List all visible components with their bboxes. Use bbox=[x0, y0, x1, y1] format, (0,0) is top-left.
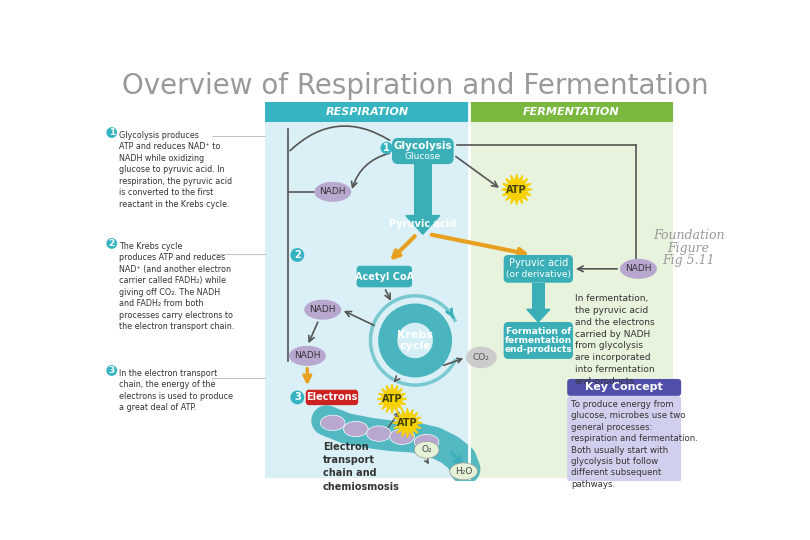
FancyBboxPatch shape bbox=[306, 390, 358, 405]
Ellipse shape bbox=[314, 182, 352, 202]
Ellipse shape bbox=[305, 300, 341, 320]
Ellipse shape bbox=[290, 390, 305, 404]
Text: ATP: ATP bbox=[397, 418, 418, 428]
Text: Electron
transport
chain and
chemiosmosis: Electron transport chain and chemiosmosi… bbox=[322, 442, 399, 492]
Ellipse shape bbox=[620, 259, 657, 279]
Text: Electrons: Electrons bbox=[306, 393, 358, 402]
Text: 3: 3 bbox=[109, 366, 115, 375]
FancyBboxPatch shape bbox=[469, 102, 673, 122]
Ellipse shape bbox=[415, 434, 439, 450]
Ellipse shape bbox=[106, 238, 117, 249]
FancyBboxPatch shape bbox=[392, 138, 454, 164]
Text: H₂O: H₂O bbox=[455, 467, 472, 476]
Ellipse shape bbox=[390, 429, 415, 444]
Ellipse shape bbox=[321, 415, 345, 430]
FancyBboxPatch shape bbox=[356, 266, 412, 287]
Ellipse shape bbox=[290, 248, 305, 262]
Text: Acetyl CoA: Acetyl CoA bbox=[355, 272, 414, 281]
Text: The Krebs cycle
produces ATP and reduces
NAD⁺ (and another electron
carrier call: The Krebs cycle produces ATP and reduces… bbox=[119, 242, 235, 331]
Text: O₂: O₂ bbox=[421, 446, 432, 454]
Text: RESPIRATION: RESPIRATION bbox=[326, 107, 408, 117]
Text: Overview of Respiration and Fermentation: Overview of Respiration and Fermentation bbox=[122, 72, 709, 100]
Text: Key Concept: Key Concept bbox=[586, 382, 663, 393]
Text: 3: 3 bbox=[294, 393, 301, 402]
Text: 2: 2 bbox=[294, 250, 301, 260]
Circle shape bbox=[378, 303, 452, 377]
FancyBboxPatch shape bbox=[504, 322, 573, 359]
Text: NADH: NADH bbox=[294, 352, 321, 360]
Text: CO₂: CO₂ bbox=[473, 353, 490, 362]
Ellipse shape bbox=[415, 441, 439, 458]
Text: Glycolysis: Glycolysis bbox=[394, 141, 452, 151]
Text: In the electron transport
chain, the energy of the
electrons is used to produce
: In the electron transport chain, the ene… bbox=[119, 369, 233, 413]
FancyBboxPatch shape bbox=[567, 379, 681, 396]
Ellipse shape bbox=[450, 463, 478, 480]
FancyBboxPatch shape bbox=[567, 396, 681, 482]
Text: Glucose: Glucose bbox=[405, 152, 441, 161]
FancyBboxPatch shape bbox=[265, 102, 469, 122]
FancyBboxPatch shape bbox=[414, 164, 433, 215]
Text: cycle: cycle bbox=[399, 341, 431, 351]
Text: fermentation: fermentation bbox=[505, 336, 572, 345]
Ellipse shape bbox=[106, 365, 117, 376]
Text: NADH: NADH bbox=[625, 265, 652, 273]
Text: Figure: Figure bbox=[667, 241, 710, 254]
Ellipse shape bbox=[289, 346, 326, 366]
Text: end-products: end-products bbox=[505, 345, 572, 354]
Polygon shape bbox=[377, 384, 407, 414]
Ellipse shape bbox=[466, 347, 497, 368]
FancyBboxPatch shape bbox=[469, 102, 673, 477]
Polygon shape bbox=[393, 408, 422, 437]
FancyBboxPatch shape bbox=[265, 102, 469, 477]
Polygon shape bbox=[526, 309, 550, 322]
Text: 1: 1 bbox=[383, 143, 390, 153]
Text: NADH: NADH bbox=[309, 305, 336, 314]
Text: Glycolysis produces
ATP and reduces NAD⁺ to
NADH while oxidizing
glucose to pyru: Glycolysis produces ATP and reduces NAD⁺… bbox=[119, 131, 232, 209]
Text: (or derivative): (or derivative) bbox=[505, 270, 571, 279]
Text: Foundation: Foundation bbox=[653, 230, 724, 242]
Text: Pyruvic acid: Pyruvic acid bbox=[509, 258, 568, 268]
Text: 2: 2 bbox=[109, 239, 115, 248]
Text: ATP: ATP bbox=[506, 185, 527, 194]
FancyBboxPatch shape bbox=[532, 283, 544, 309]
Text: Krebs: Krebs bbox=[397, 330, 433, 340]
Text: In fermentation,
the pyruvic acid
and the electrons
carried by NADH
from glycoly: In fermentation, the pyruvic acid and th… bbox=[575, 294, 654, 386]
Ellipse shape bbox=[367, 426, 391, 441]
Polygon shape bbox=[501, 174, 532, 205]
Circle shape bbox=[398, 323, 433, 358]
Text: Formation of: Formation of bbox=[505, 327, 571, 336]
Text: FERMENTATION: FERMENTATION bbox=[522, 107, 620, 117]
FancyBboxPatch shape bbox=[504, 255, 573, 283]
Text: 1: 1 bbox=[109, 128, 115, 137]
Ellipse shape bbox=[381, 142, 393, 154]
Text: NADH: NADH bbox=[319, 187, 346, 197]
Text: Pyruvic acid: Pyruvic acid bbox=[389, 219, 457, 229]
Polygon shape bbox=[406, 215, 440, 234]
Ellipse shape bbox=[343, 421, 369, 437]
Ellipse shape bbox=[106, 127, 117, 138]
Text: ATP: ATP bbox=[382, 394, 403, 404]
Text: To produce energy from
glucose, microbes use two
general processes:
respiration : To produce energy from glucose, microbes… bbox=[571, 400, 698, 489]
Text: Fig 5.11: Fig 5.11 bbox=[662, 254, 714, 267]
